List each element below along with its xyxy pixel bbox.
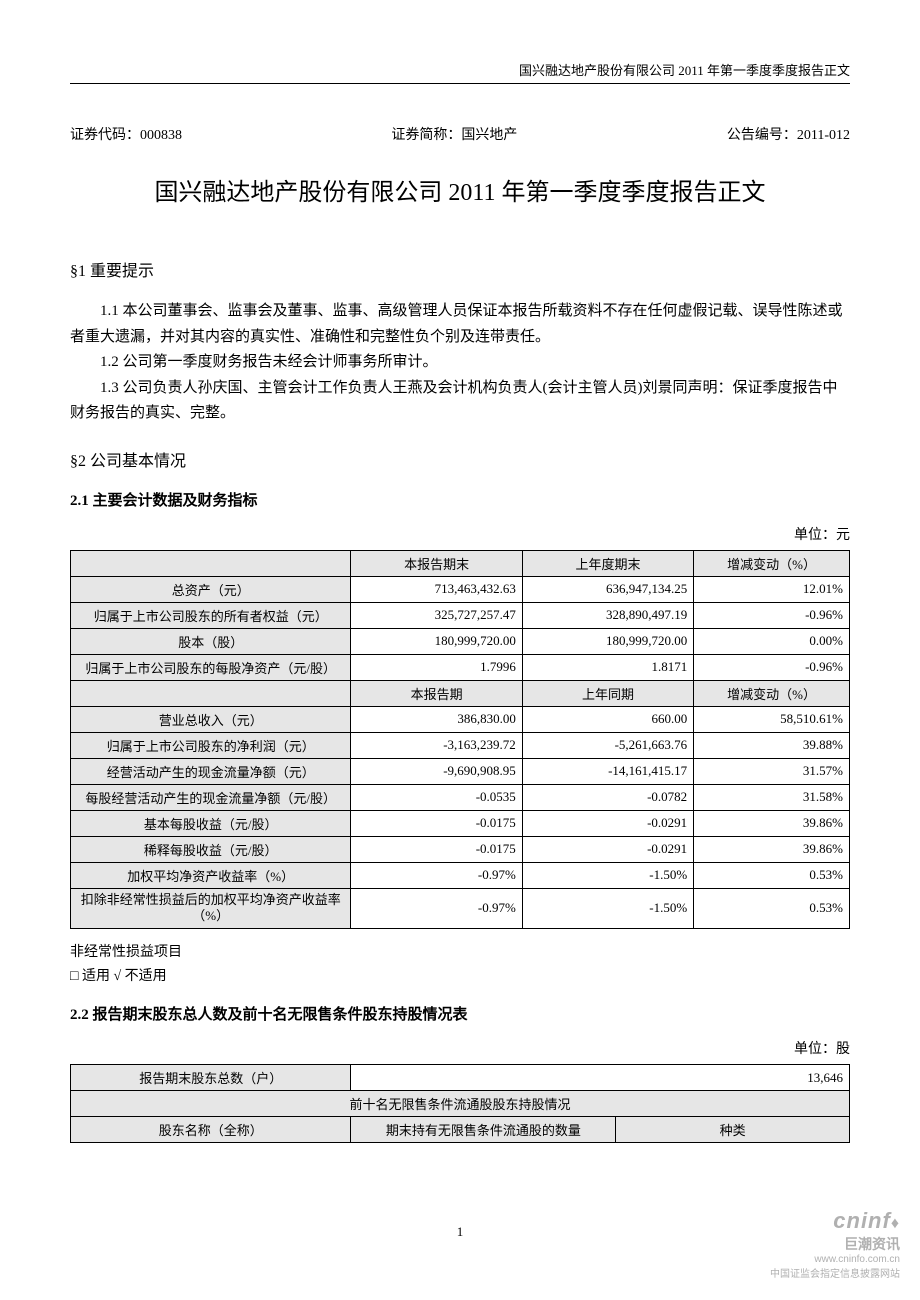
table-row: 稀释每股收益（元/股）-0.0175-0.029139.86% [71, 836, 850, 862]
unit-label-1: 单位：元 [70, 524, 850, 544]
watermark-url: www.cninfo.com.cn [770, 1254, 900, 1265]
table-row: 报告期末股东总数（户） 13,646 [71, 1065, 850, 1091]
table-row: 归属于上市公司股东的所有者权益（元）325,727,257.47328,890,… [71, 602, 850, 628]
table-row: 营业总收入（元）386,830.00660.0058,510.61% [71, 706, 850, 732]
para-1-3: 1.3 公司负责人孙庆国、主管会计工作负责人王燕及会计机构负责人(会计主管人员)… [70, 376, 850, 427]
stock-short: 证券简称：国兴地产 [391, 124, 517, 144]
watermark-sub: 中国证监会指定信息披露网站 [770, 1265, 900, 1280]
table-row: 总资产（元）713,463,432.63636,947,134.2512.01% [71, 576, 850, 602]
shareholder-table: 报告期末股东总数（户） 13,646 前十名无限售条件流通股股东持股情况 股东名… [70, 1064, 850, 1143]
table-row: 归属于上市公司股东的每股净资产（元/股）1.79961.8171-0.96% [71, 654, 850, 680]
section-2-2-heading: 2.2 报告期末股东总人数及前十名无限售条件股东持股情况表 [70, 1003, 850, 1024]
page-title: 国兴融达地产股份有限公司 2011 年第一季度季度报告正文 [70, 172, 850, 207]
note-applicable: □ 适用 √ 不适用 [70, 965, 850, 985]
watermark: cninf♦ 巨潮资讯 www.cninfo.com.cn 中国证监会指定信息披… [770, 1208, 900, 1280]
note-non-recurring: 非经常性损益项目 [70, 941, 850, 961]
unit-label-2: 单位：股 [70, 1038, 850, 1058]
table-row: 股本（股）180,999,720.00180,999,720.000.00% [71, 628, 850, 654]
financial-table: 本报告期末 上年度期末 增减变动（%） 总资产（元）713,463,432.63… [70, 550, 850, 930]
table-header-2: 本报告期 上年同期 增减变动（%） [71, 680, 850, 706]
table-row: 每股经营活动产生的现金流量净额（元/股）-0.0535-0.078231.58% [71, 784, 850, 810]
section-1-heading: §1 重要提示 [70, 257, 850, 281]
meta-row: 证券代码：000838 证券简称：国兴地产 公告编号：2011-012 [70, 124, 850, 144]
table-header-1: 本报告期末 上年度期末 增减变动（%） [71, 550, 850, 576]
table-row: 加权平均净资产收益率（%）-0.97%-1.50%0.53% [71, 862, 850, 888]
para-1-2: 1.2 公司第一季度财务报告未经会计师事务所审计。 [70, 350, 850, 376]
table-row: 扣除非经常性损益后的加权平均净资产收益率（%）-0.97%-1.50%0.53% [71, 888, 850, 929]
stock-code: 证券代码：000838 [70, 124, 182, 144]
watermark-logo: cninf♦ [770, 1208, 900, 1234]
table-header: 股东名称（全称） 期末持有无限售条件流通股的数量 种类 [71, 1117, 850, 1143]
table-row: 基本每股收益（元/股）-0.0175-0.029139.86% [71, 810, 850, 836]
para-1-1: 1.1 本公司董事会、监事会及董事、监事、高级管理人员保证本报告所载资料不存在任… [70, 299, 850, 350]
page-header: 国兴融达地产股份有限公司 2011 年第一季度季度报告正文 [70, 60, 850, 84]
announcement-no: 公告编号：2011-012 [727, 124, 850, 144]
watermark-cn: 巨潮资讯 [770, 1234, 900, 1254]
section-2-heading: §2 公司基本情况 [70, 447, 850, 471]
table-row: 经营活动产生的现金流量净额（元）-9,690,908.95-14,161,415… [71, 758, 850, 784]
section-2-1-heading: 2.1 主要会计数据及财务指标 [70, 489, 850, 510]
table-row: 归属于上市公司股东的净利润（元）-3,163,239.72-5,261,663.… [71, 732, 850, 758]
table-row: 前十名无限售条件流通股股东持股情况 [71, 1091, 850, 1117]
